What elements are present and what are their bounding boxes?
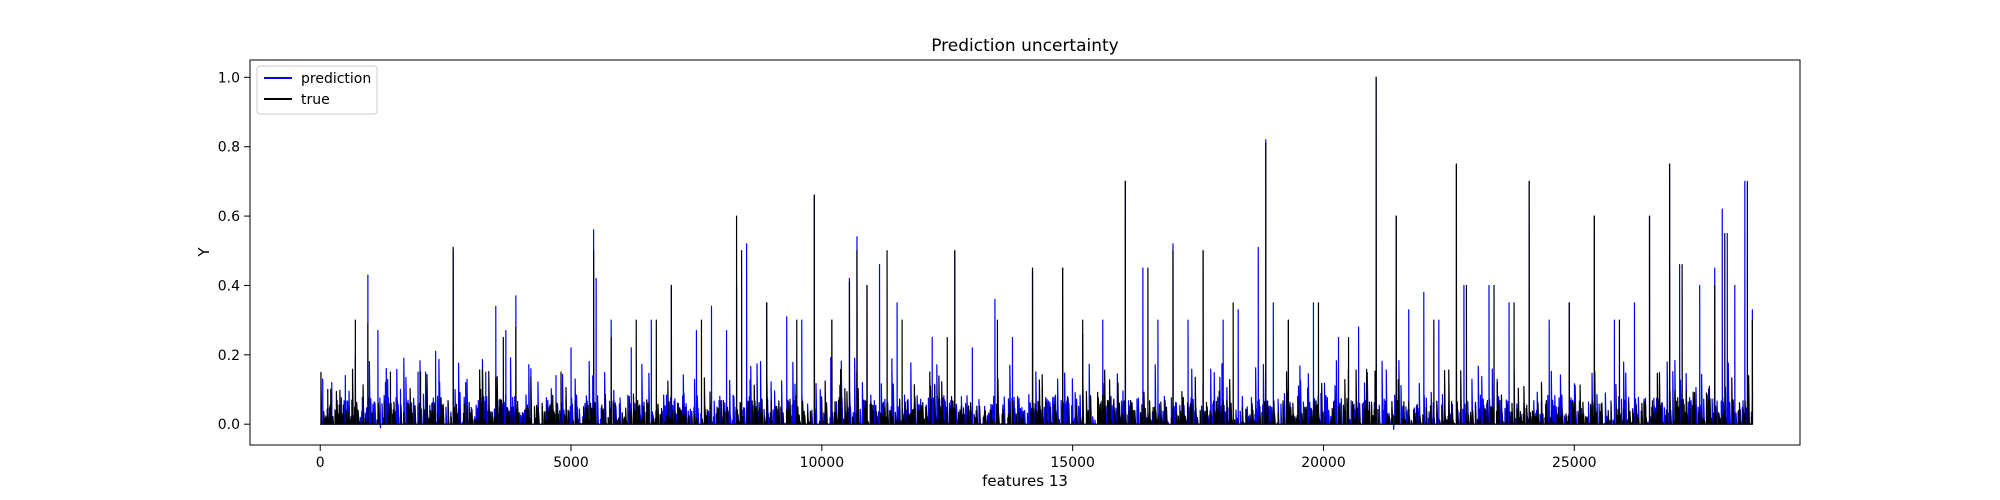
x-tick-label: 25000 bbox=[1552, 455, 1597, 471]
legend: prediction true bbox=[256, 65, 378, 115]
legend-label-true: true bbox=[301, 92, 330, 108]
plot-frame bbox=[249, 59, 1801, 446]
x-axis: 0 5000 10000 15000 20000 25000 bbox=[316, 445, 1597, 471]
series-line-true bbox=[320, 76, 1754, 425]
x-tick-label: 0 bbox=[316, 455, 325, 471]
y-tick-label: 0.6 bbox=[218, 209, 240, 225]
x-tick-label: 20000 bbox=[1301, 455, 1346, 471]
x-tick-label: 5000 bbox=[553, 455, 589, 471]
y-tick-label: 0.4 bbox=[218, 278, 240, 294]
y-tick-label: 0.2 bbox=[218, 348, 240, 364]
x-axis-label: features 13 bbox=[982, 472, 1068, 490]
plot-area bbox=[249, 59, 1801, 446]
chart-title: Prediction uncertainty bbox=[931, 36, 1119, 56]
series-layer bbox=[320, 76, 1754, 430]
y-tick-label: 0.8 bbox=[218, 140, 240, 156]
y-axis: 0.0 0.2 0.4 0.6 0.8 1.0 bbox=[218, 70, 250, 433]
y-axis-label: Y bbox=[195, 247, 213, 258]
x-tick-label: 10000 bbox=[800, 455, 845, 471]
y-tick-label: 0.0 bbox=[218, 417, 240, 433]
legend-label-prediction: prediction bbox=[301, 71, 371, 87]
x-tick-label: 15000 bbox=[1050, 455, 1095, 471]
y-tick-label: 1.0 bbox=[218, 70, 240, 86]
